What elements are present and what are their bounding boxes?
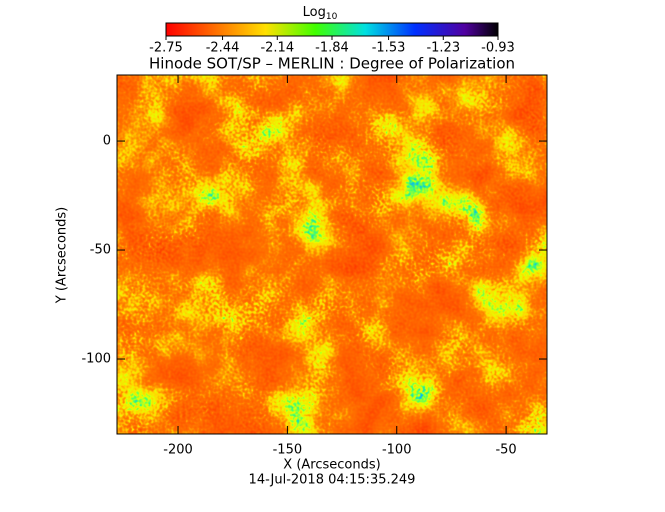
colorbar-tick-label: -1.23 [426, 41, 460, 56]
colorbar-tick-label: -1.53 [372, 41, 406, 56]
x-tick-label: -100 [382, 443, 412, 458]
date-label: 14-Jul-2018 04:15:35.249 [249, 473, 416, 488]
x-tick-label: -150 [273, 443, 303, 458]
colorbar-tick-label: -2.75 [149, 41, 183, 56]
colorbar [165, 22, 499, 37]
polarization-map [117, 75, 547, 434]
x-axis-label: X (Arcseconds) [283, 458, 380, 473]
colorbar-label-subscript: 10 [326, 12, 338, 22]
chart-title: Hinode SOT/SP – MERLIN : Degree of Polar… [149, 55, 515, 73]
colorbar-tick-label: -2.44 [206, 41, 240, 56]
colorbar-tick-label: -2.14 [260, 41, 294, 56]
colorbar-tick-label: -1.84 [315, 41, 349, 56]
y-tick-label: -50 [90, 243, 111, 258]
plot-frame [116, 74, 548, 435]
y-tick-label: -100 [81, 352, 111, 367]
x-tick-label: -200 [163, 443, 193, 458]
y-axis-label: Y (Arcseconds) [55, 207, 70, 304]
colorbar-label: Log10 [303, 5, 338, 22]
y-tick-label: 0 [103, 134, 111, 149]
colorbar-label-text: Log [303, 5, 326, 20]
colorbar-tick-label: -0.93 [481, 41, 515, 56]
x-tick-label: -50 [495, 443, 516, 458]
